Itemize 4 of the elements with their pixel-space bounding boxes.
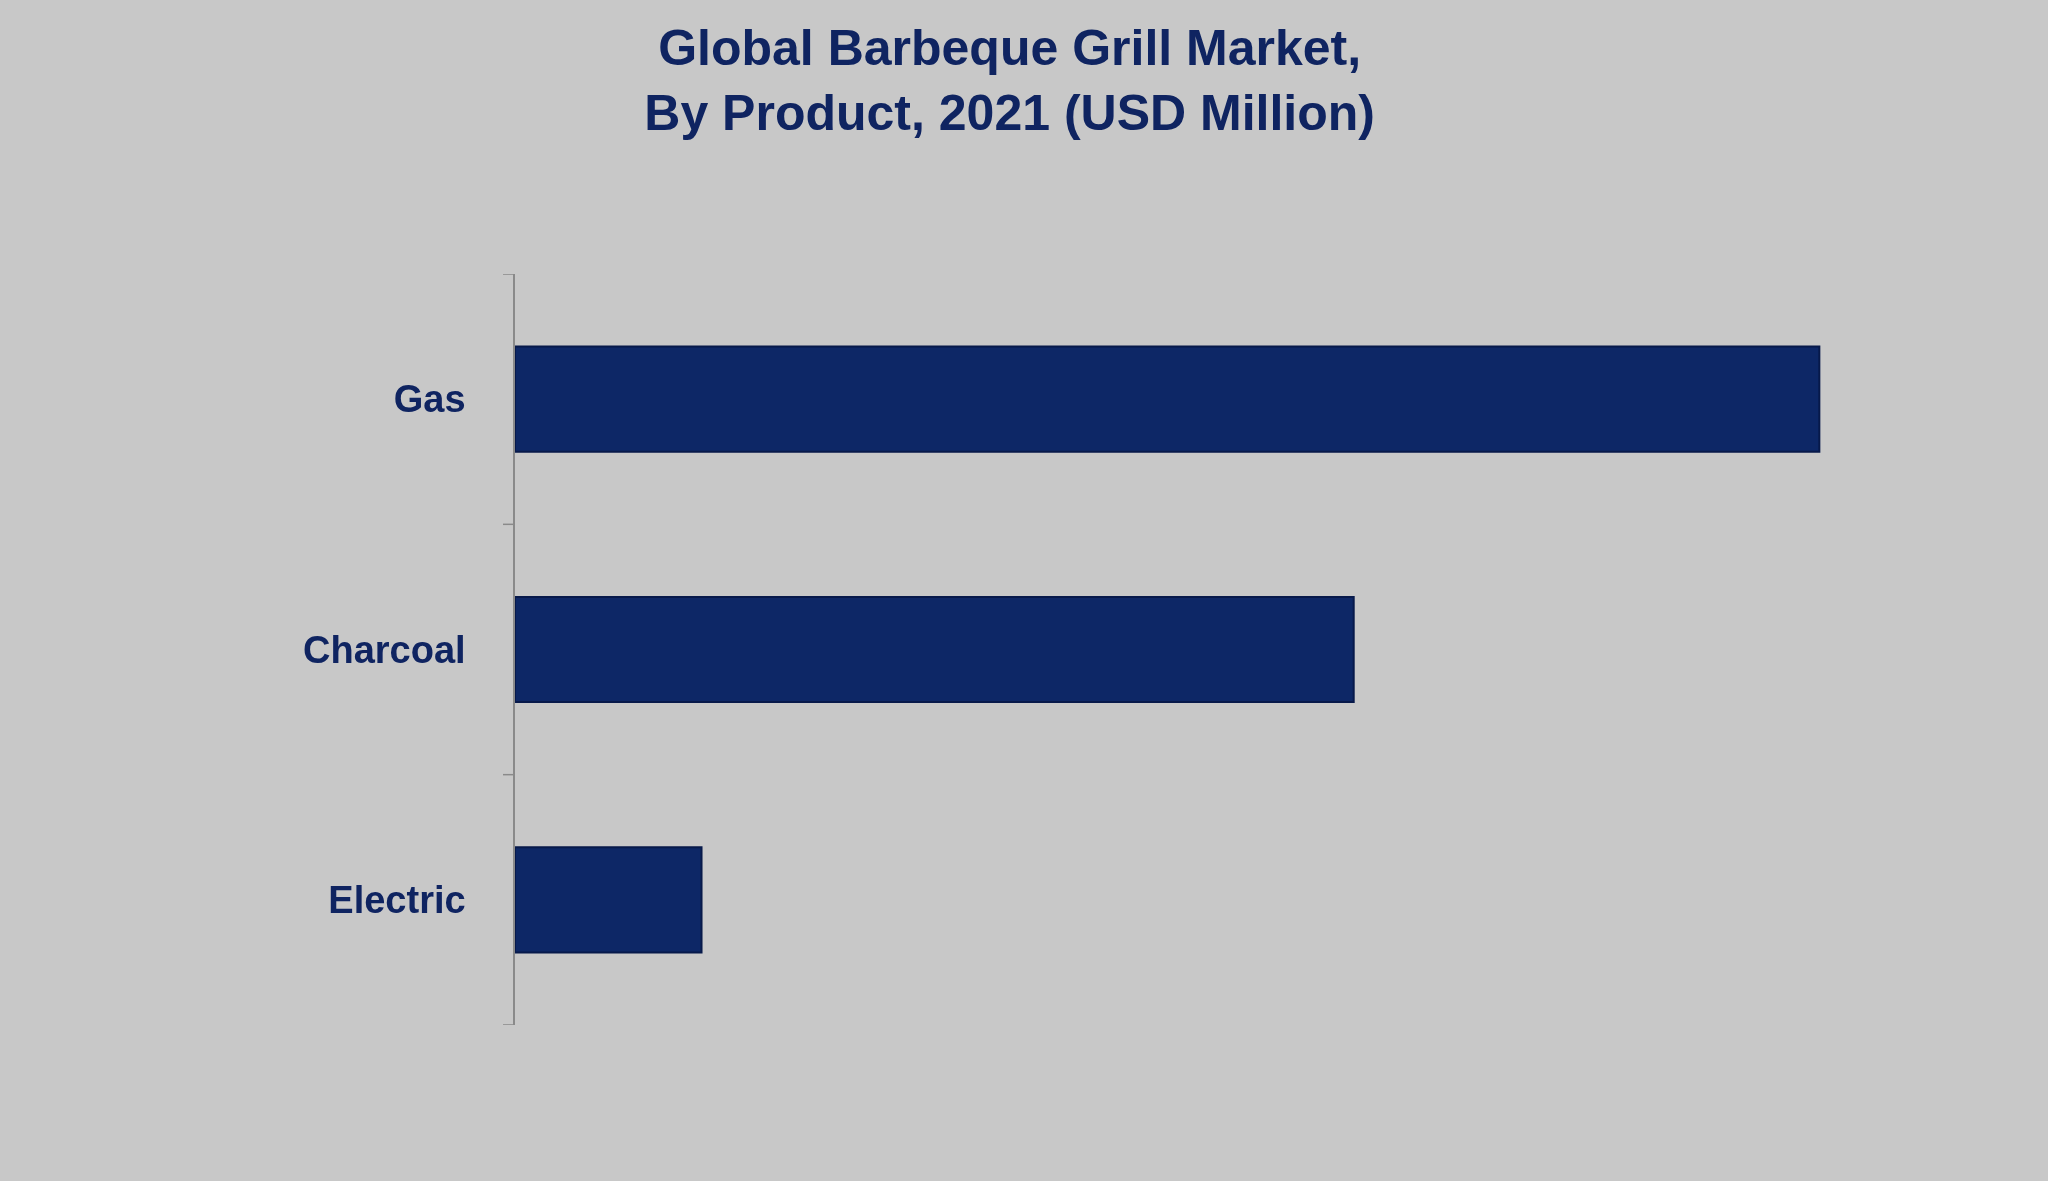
y-tick-label: Charcoal bbox=[303, 628, 466, 671]
y-tick-label: Electric bbox=[328, 879, 466, 922]
y-tick-label: Gas bbox=[393, 378, 466, 421]
chart-title: Global Barbeque Grill Market, By Product, 2021 (USD Million) bbox=[644, 19, 1375, 141]
